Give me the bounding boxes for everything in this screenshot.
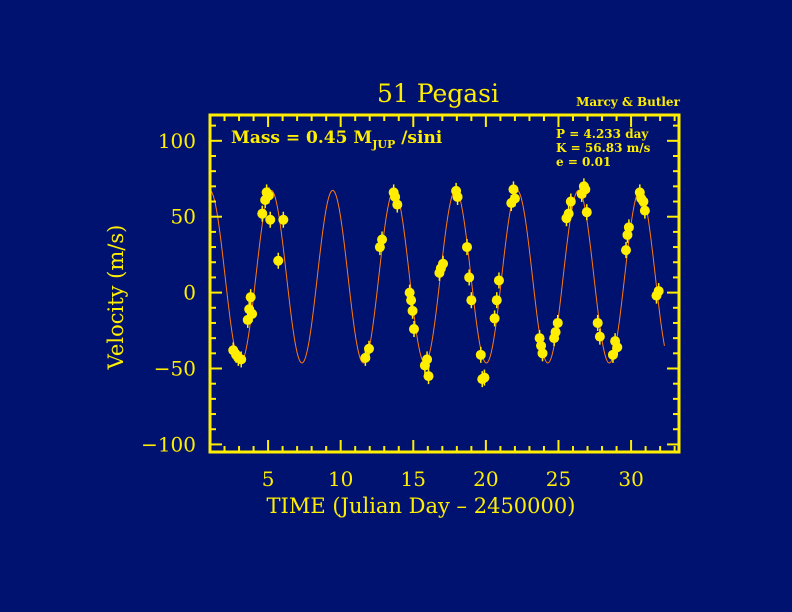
data-point: [392, 199, 403, 210]
data-point: [422, 354, 433, 365]
axes-frame: [208, 113, 681, 454]
data-point: [592, 317, 603, 328]
data-point: [452, 191, 463, 202]
data-point: [404, 287, 415, 298]
data-point: [360, 352, 371, 363]
y-tick-label: 0: [183, 281, 196, 305]
data-point: [489, 313, 500, 324]
data-point: [479, 372, 490, 383]
y-tick-label: −50: [154, 357, 196, 381]
data-point: [409, 324, 420, 335]
data-point: [639, 205, 650, 216]
data-point: [263, 190, 274, 201]
data-point: [534, 333, 545, 344]
data-point: [464, 272, 475, 283]
data-point: [536, 340, 547, 351]
data-point: [653, 286, 664, 297]
x-tick-label: 15: [401, 467, 426, 491]
data-point: [377, 234, 388, 245]
x-tick-label: 30: [618, 467, 643, 491]
data-point: [550, 327, 561, 338]
mass-subscript: JUP: [371, 138, 395, 151]
data-point: [612, 342, 623, 353]
data-point: [438, 258, 449, 269]
data-point: [491, 295, 502, 306]
data-point: [257, 208, 268, 219]
credit-label: Marcy & Butler: [576, 95, 680, 109]
data-point: [621, 245, 632, 256]
x-tick-label: 25: [546, 467, 571, 491]
data-point: [509, 193, 520, 204]
data-point: [563, 208, 574, 219]
eccentricity-annotation: e = 0.01: [556, 155, 611, 169]
y-tick-label: 100: [158, 129, 196, 153]
data-point: [581, 207, 592, 218]
y-tick-label: 50: [171, 205, 196, 229]
y-tick-label: −100: [141, 432, 196, 456]
data-point: [245, 292, 256, 303]
data-point: [407, 305, 418, 316]
data-point: [475, 349, 486, 360]
chart-title: 51 Pegasi: [377, 79, 499, 108]
data-point: [406, 295, 417, 306]
amplitude-annotation: K = 56.83 m/s: [556, 141, 651, 155]
mass-text: Mass = 0.45 M: [231, 128, 372, 148]
x-tick-label: 10: [328, 467, 353, 491]
orbital-fit-curve: [209, 189, 665, 364]
mass-annotation: Mass = 0.45 MJUP /sini: [231, 128, 443, 151]
data-point: [466, 295, 477, 306]
data-point: [236, 354, 247, 365]
data-point: [594, 331, 605, 342]
data-point: [552, 317, 563, 328]
data-point: [638, 196, 649, 207]
tick-labels: 5 10 15 20 25 30 −100 −50 0 50 100: [141, 129, 644, 491]
x-tick-label: 5: [262, 467, 275, 491]
data-point: [493, 275, 504, 286]
data-point: [363, 343, 374, 354]
x-tick-label: 20: [473, 467, 498, 491]
data-point: [462, 242, 473, 253]
period-annotation: P = 4.233 day: [556, 127, 649, 141]
data-point: [565, 196, 576, 207]
data-point: [580, 184, 591, 195]
data-point: [537, 348, 548, 359]
data-point: [607, 349, 618, 360]
y-axis-label: Velocity (m/s): [104, 225, 128, 371]
mass-suffix: /sini: [395, 128, 443, 148]
data-point: [273, 255, 284, 266]
data-point: [623, 222, 634, 233]
data-point: [622, 229, 633, 240]
data-point: [278, 214, 289, 225]
data-point: [423, 371, 434, 382]
data-points-layer: [228, 178, 664, 388]
data-point: [265, 214, 276, 225]
data-point: [247, 308, 258, 319]
plot-frame: [208, 113, 681, 454]
x-axis-label: TIME (Julian Day – 2450000): [267, 494, 576, 518]
fit-curve-layer: [209, 189, 665, 364]
data-point: [508, 184, 519, 195]
